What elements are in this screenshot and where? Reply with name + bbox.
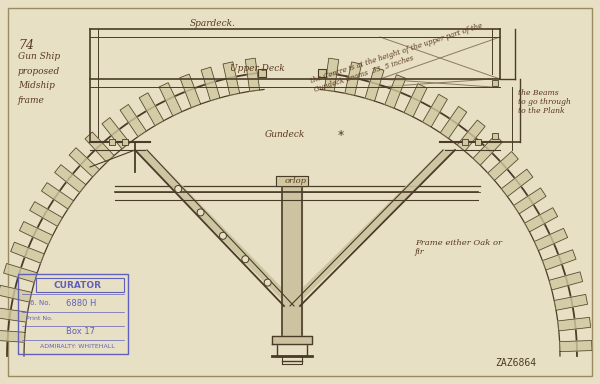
Polygon shape: [473, 135, 502, 165]
Polygon shape: [139, 93, 164, 126]
Polygon shape: [282, 186, 302, 341]
Polygon shape: [201, 67, 220, 101]
Circle shape: [197, 209, 204, 216]
Circle shape: [242, 256, 249, 263]
Polygon shape: [159, 83, 182, 116]
Polygon shape: [290, 150, 455, 301]
Polygon shape: [365, 68, 384, 101]
Polygon shape: [102, 118, 130, 149]
Polygon shape: [276, 176, 308, 186]
Polygon shape: [345, 62, 362, 95]
Bar: [462, 139, 468, 145]
Polygon shape: [4, 263, 37, 282]
Polygon shape: [55, 165, 86, 192]
Text: Upper Deck: Upper Deck: [230, 64, 285, 73]
Circle shape: [175, 185, 182, 192]
Polygon shape: [535, 228, 568, 251]
Text: ADMIRALTY: WHITEHALL: ADMIRALTY: WHITEHALL: [40, 344, 115, 349]
Polygon shape: [554, 295, 587, 310]
Polygon shape: [245, 58, 260, 91]
Bar: [109, 139, 115, 145]
Circle shape: [220, 232, 226, 239]
Text: 6880 H: 6880 H: [66, 298, 96, 308]
Text: Box 17: Box 17: [67, 328, 95, 336]
Polygon shape: [422, 94, 448, 127]
Polygon shape: [85, 132, 114, 162]
Polygon shape: [0, 330, 25, 342]
Polygon shape: [549, 272, 583, 290]
Polygon shape: [29, 202, 62, 226]
Polygon shape: [120, 104, 146, 137]
Polygon shape: [385, 75, 406, 108]
Bar: [475, 139, 481, 145]
Bar: [36, 278, 124, 292]
Polygon shape: [440, 106, 467, 138]
Bar: [122, 139, 128, 145]
Polygon shape: [457, 120, 485, 151]
Text: orlop: orlop: [285, 177, 307, 185]
Text: Spardeck.: Spardeck.: [190, 19, 236, 28]
Bar: [492, 80, 498, 86]
Polygon shape: [223, 62, 239, 95]
Circle shape: [264, 279, 271, 286]
Text: *: *: [338, 129, 344, 142]
Text: the Beams
to go through
to the Plank: the Beams to go through to the Plank: [518, 89, 571, 116]
Text: CURATOR: CURATOR: [53, 280, 101, 290]
Polygon shape: [325, 58, 339, 91]
Text: ZAZ6864: ZAZ6864: [495, 358, 536, 368]
Polygon shape: [542, 250, 576, 270]
Polygon shape: [69, 148, 100, 177]
Text: 6. No.: 6. No.: [30, 300, 50, 306]
Text: Print No.: Print No.: [26, 316, 53, 321]
Text: Gun Ship
proposed
Midship
frame: Gun Ship proposed Midship frame: [18, 52, 60, 105]
Polygon shape: [272, 336, 312, 344]
Text: the Centre is at the height of the upper part of the
Gundeck beams  33. 5 inches: the Centre is at the height of the upper…: [310, 22, 487, 94]
Polygon shape: [0, 285, 32, 302]
Text: 74: 74: [18, 39, 34, 52]
Polygon shape: [560, 341, 592, 352]
Polygon shape: [525, 208, 557, 232]
Polygon shape: [0, 308, 28, 322]
Polygon shape: [404, 84, 427, 117]
Polygon shape: [558, 317, 590, 331]
Polygon shape: [135, 150, 294, 301]
Bar: [258, 69, 266, 76]
Polygon shape: [502, 169, 533, 197]
Polygon shape: [488, 152, 518, 180]
Bar: [492, 133, 498, 139]
Polygon shape: [514, 188, 546, 214]
Text: Frame either Oak or
fir: Frame either Oak or fir: [415, 239, 502, 256]
Text: Gundeck: Gundeck: [265, 130, 305, 139]
Bar: [318, 69, 326, 76]
Polygon shape: [180, 74, 200, 108]
Bar: [18, 274, 128, 354]
Polygon shape: [41, 183, 74, 209]
Polygon shape: [11, 242, 44, 263]
Polygon shape: [19, 222, 53, 245]
